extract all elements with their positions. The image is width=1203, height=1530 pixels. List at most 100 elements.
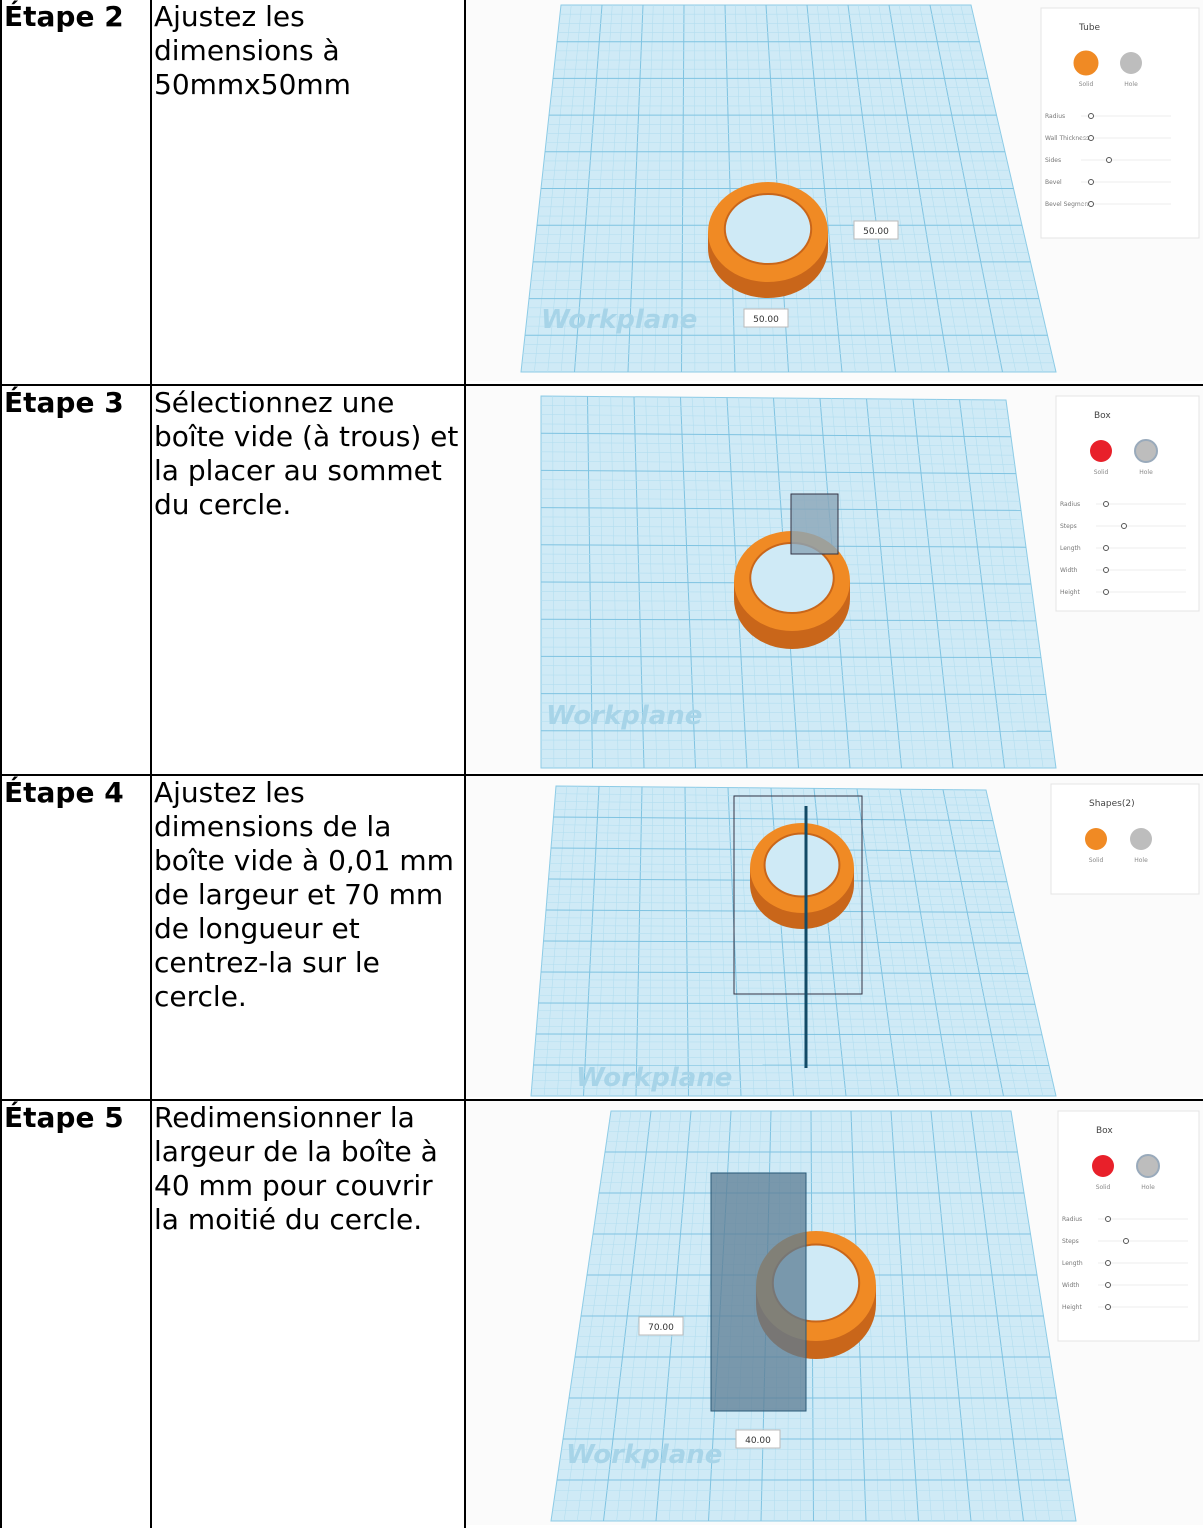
slider-knob xyxy=(1105,1216,1111,1222)
property-label: Bevel xyxy=(1045,179,1062,186)
screenshot: Workplane Shapes(2) Solid Hole xyxy=(466,776,1203,1097)
screenshot-cell: Workplane Box Solid Hole Radius Steps Length Wi… xyxy=(465,385,1203,776)
property-label: Wall Thickness xyxy=(1045,135,1089,142)
grid-line xyxy=(542,956,1025,959)
screenshot: Workplane 70.00 40.00 Box Solid Hole Radius Ste… xyxy=(466,1101,1203,1525)
grid-line xyxy=(540,488,1019,493)
step-label: Étape 5 xyxy=(0,1100,152,1528)
grid-line xyxy=(539,994,1034,997)
property-label: Width xyxy=(1062,1282,1080,1289)
grid-line xyxy=(540,479,1018,484)
grid-line xyxy=(540,711,1049,714)
property-label: Width xyxy=(1060,567,1078,574)
slider-knob xyxy=(1088,113,1094,119)
grid-line xyxy=(540,721,1050,723)
property-label: Bevel Segments xyxy=(1045,201,1094,208)
step-label: Étape 4 xyxy=(0,775,152,1101)
grid-line xyxy=(540,665,1043,668)
grid-line xyxy=(540,507,1022,511)
grid-line xyxy=(540,460,1015,465)
step-instruction: Ajustez les dimensions de la boîte vide … xyxy=(151,775,466,1101)
grid-line xyxy=(535,1041,1044,1043)
dimension-label: 40.00 xyxy=(745,1436,771,1446)
property-label: Height xyxy=(1060,589,1080,596)
solid-swatch xyxy=(1073,50,1099,76)
inspector-panel xyxy=(1057,1110,1200,1342)
grid-line xyxy=(540,469,1017,475)
dimension-label: 50.00 xyxy=(753,315,779,325)
grid-line xyxy=(534,1049,1046,1051)
grid-line xyxy=(540,405,1008,410)
step-label: Étape 3 xyxy=(0,385,152,776)
panel-title: Tube xyxy=(1078,23,1101,33)
mode-label: Solid xyxy=(1094,469,1109,476)
dimension-box xyxy=(638,1316,684,1336)
grid-line xyxy=(540,423,1010,428)
step-label: Étape 2 xyxy=(0,0,152,386)
hole-swatch xyxy=(1120,52,1142,74)
slider-knob xyxy=(1088,135,1094,141)
step-instruction: Sélectionnez une boîte vide (à trous) et… xyxy=(151,385,466,776)
grid-line xyxy=(540,442,1013,447)
dimension-box xyxy=(853,220,899,240)
mode-label: Hole xyxy=(1139,469,1153,476)
grid-line xyxy=(535,1033,1043,1036)
dimension-label: 70.00 xyxy=(648,1323,674,1333)
panel-title: Box xyxy=(1094,411,1111,421)
grid-line xyxy=(540,432,1012,438)
mode-label: Hole xyxy=(1124,81,1138,88)
grid-line xyxy=(541,963,1027,967)
hole-box xyxy=(710,1172,807,1412)
slider-knob xyxy=(1106,157,1112,163)
hole-swatch xyxy=(1134,439,1158,463)
screenshot-cell: Workplane 70.00 40.00 Box Solid Hole Radius Ste… xyxy=(465,1100,1203,1528)
slider-knob xyxy=(1103,589,1109,595)
step-instruction: Redimensionner la largeur de la boîte à … xyxy=(151,1100,466,1528)
slider-knob xyxy=(1088,179,1094,185)
grid-line xyxy=(534,1056,1048,1059)
step-row: Étape 3 Sélectionnez une boîte vide (à tr… xyxy=(0,385,1203,776)
property-label: Height xyxy=(1062,1304,1082,1311)
dimension-label: 50.00 xyxy=(863,227,889,237)
grid-line xyxy=(540,693,1047,695)
panel-title: Shapes(2) xyxy=(1089,799,1135,809)
grid-line xyxy=(544,925,1018,928)
grid-line xyxy=(540,971,1029,975)
selection-box xyxy=(733,795,863,995)
hole-box xyxy=(790,493,839,555)
slider-knob xyxy=(1103,567,1109,573)
ring-hole xyxy=(763,832,841,898)
property-label: Steps xyxy=(1062,1238,1079,1245)
screenshot-cell: Workplane 50.00 50.00 Tube Solid Hole Radius Wa… xyxy=(465,0,1203,386)
mode-label: Hole xyxy=(1134,857,1148,864)
grid-line xyxy=(539,987,1032,990)
grid-line xyxy=(540,979,1030,982)
dimension-box xyxy=(735,1429,781,1449)
property-label: Length xyxy=(1062,1260,1083,1267)
slider-knob xyxy=(1103,545,1109,551)
hole-swatch xyxy=(1130,828,1152,850)
screenshot: Workplane Box Solid Hole Radius Steps Length Wi… xyxy=(466,386,1203,772)
grid-line xyxy=(538,1002,1036,1005)
step-row: Étape 2 Ajustez les dimensions à 50mmx50m… xyxy=(0,0,1203,386)
grid-line xyxy=(554,801,990,806)
slider-knob xyxy=(1121,523,1127,529)
inspector-panel xyxy=(1050,783,1200,895)
screenshot-cell: Workplane Shapes(2) Solid Hole xyxy=(465,775,1203,1101)
property-label: Steps xyxy=(1060,523,1077,530)
solid-swatch xyxy=(1092,1155,1114,1177)
property-label: Sides xyxy=(1045,157,1061,164)
grid-line xyxy=(537,1018,1039,1020)
panel-title: Box xyxy=(1096,1126,1113,1136)
step-row: Étape 5 Redimensionner la largeur de la b… xyxy=(0,1100,1203,1528)
workplane-label: Workplane xyxy=(566,1440,722,1470)
grid-line xyxy=(540,525,1024,530)
solid-swatch xyxy=(1085,828,1107,850)
screenshot: Workplane 50.00 50.00 Tube Solid Hole Radius Wa… xyxy=(466,0,1203,381)
grid-line xyxy=(544,932,1020,936)
slider-knob xyxy=(1123,1238,1129,1244)
property-label: Radius xyxy=(1060,501,1080,508)
slider-knob xyxy=(1088,201,1094,207)
grid-line xyxy=(540,498,1020,502)
